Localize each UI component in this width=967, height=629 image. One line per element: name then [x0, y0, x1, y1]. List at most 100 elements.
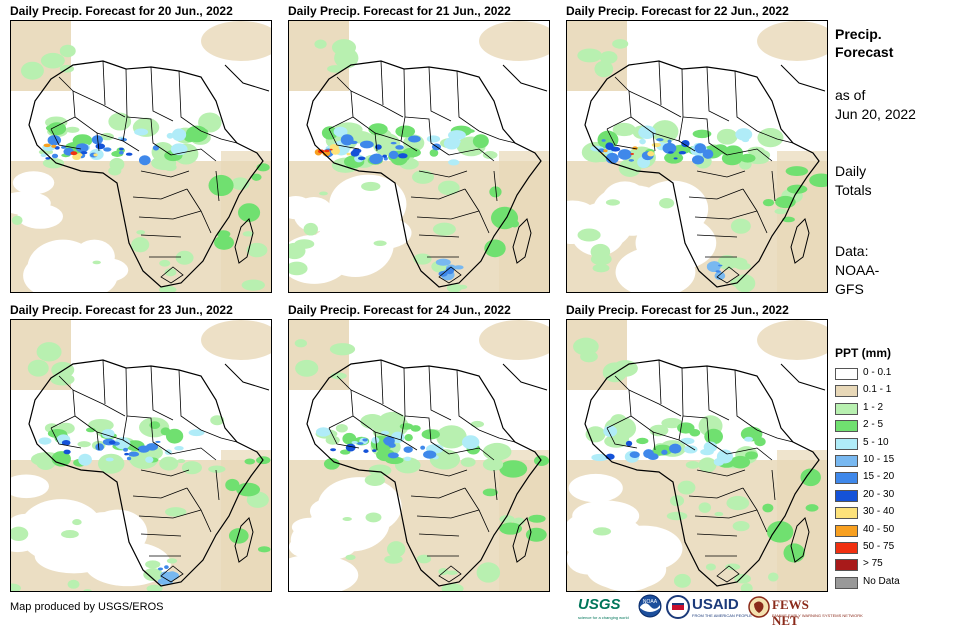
totals-line1: Daily [835, 163, 867, 179]
itcz-very-heavy-rain [95, 143, 106, 150]
itcz-very-heavy-rain [610, 146, 621, 152]
legend-label: 15 - 20 [863, 471, 895, 483]
totals-note: Daily Totals [835, 162, 955, 200]
precip-field [567, 320, 827, 591]
usgs-logo: USGS science for a changing world [578, 594, 634, 620]
as-of-date: as of Jun 20, 2022 [835, 86, 955, 124]
arabia-coastline [502, 64, 548, 92]
light-rain-patch [612, 360, 638, 377]
data-source: Data: NOAA- GFS [835, 242, 955, 299]
country-border [682, 415, 728, 455]
itcz-rain [160, 427, 171, 436]
country-border [756, 130, 794, 144]
light-rain-patch [294, 339, 308, 348]
itcz-heavy-rain [702, 149, 714, 159]
light-rain-patch [580, 351, 598, 363]
africa-coastline [28, 359, 264, 587]
itcz-light-rain [470, 420, 485, 428]
country-border [328, 76, 354, 130]
itcz-heavy-rain [75, 143, 89, 153]
itcz-very-heavy-rain [330, 448, 337, 452]
country-borders [606, 359, 794, 583]
rain-patch [785, 166, 809, 177]
rain-patch [786, 184, 808, 194]
itcz-heavy-rain [617, 149, 632, 160]
itcz-very-heavy-rain [681, 139, 690, 148]
country-border [688, 188, 744, 200]
itcz-heavy-rain [383, 156, 388, 161]
legend-swatch [835, 507, 858, 520]
legend-label: 40 - 50 [863, 523, 895, 535]
rain-patch [783, 543, 805, 563]
dry-patch [289, 536, 325, 558]
madagascar-outline [790, 218, 810, 264]
madagascar-outline [234, 218, 254, 264]
country-border [215, 170, 220, 202]
legend-swatch [835, 524, 858, 537]
country-border [170, 447, 217, 461]
light-rain-patch [577, 228, 601, 242]
itcz-moderate-rain [426, 135, 441, 143]
itcz-heavy-rain [145, 443, 159, 451]
itcz-moderate-rain [603, 425, 618, 437]
itcz-light-rain [716, 128, 738, 145]
light-rain-patch [345, 554, 356, 561]
itcz-light-rain [181, 461, 202, 475]
light-rain-patch [594, 60, 614, 78]
itcz-light-rain [661, 417, 683, 429]
itcz-very-heavy-rain [382, 154, 387, 158]
dry-patch [11, 474, 49, 499]
country-border [350, 389, 404, 417]
itcz-light-rain [482, 442, 512, 461]
madagascar-outline [234, 517, 254, 563]
itcz-moderate-rain [683, 445, 698, 454]
country-border [150, 66, 174, 122]
southern-rain [740, 583, 753, 591]
light-rain-patch [774, 208, 787, 215]
rain-patch [762, 503, 774, 513]
country-border [50, 375, 76, 429]
legend-swatch [835, 420, 858, 433]
country-border [658, 60, 662, 106]
madagascar-outline [790, 517, 810, 563]
country-border [138, 509, 202, 519]
southern-rain [164, 268, 177, 277]
light-rain-patch [673, 573, 691, 588]
itcz-rain [395, 125, 416, 138]
country-border [328, 375, 354, 429]
rain-patch [208, 174, 234, 197]
rain-patch [528, 514, 546, 523]
southern-heavy-rain [164, 565, 169, 570]
country-border [628, 389, 682, 417]
light-rain-patch [365, 512, 382, 523]
light-rain-patch [289, 261, 308, 276]
light-rain-patch [590, 252, 612, 266]
southern-rain [730, 277, 749, 288]
country-border [688, 487, 744, 499]
light-rain-patch [20, 61, 44, 80]
light-rain-patch [476, 562, 501, 583]
light-rain-patch [387, 541, 406, 558]
country-border [464, 487, 490, 533]
country-border [416, 210, 480, 220]
forecast-panel-3: Daily Precip. Forecast for 22 Jun., 2022 [566, 3, 828, 293]
country-border [132, 188, 188, 200]
light-rain-patch [677, 480, 696, 495]
light-rain-patch [592, 263, 610, 273]
extreme-rain [651, 142, 661, 148]
map-credit: Map produced by USGS/EROS [10, 601, 164, 613]
country-border [418, 170, 468, 178]
country-border [72, 90, 126, 118]
itcz-heavy-rain [47, 135, 62, 146]
panel-title: Daily Precip. Forecast for 25 Jun., 2022 [566, 303, 789, 317]
madagascar-outline [512, 218, 532, 264]
southern-heavy-rain [706, 261, 721, 273]
legend-label: 10 - 15 [863, 453, 895, 465]
itcz-rain [404, 433, 413, 442]
dry-patch [568, 473, 623, 503]
itcz-heavy-rain [395, 145, 404, 150]
totals-line2: Totals [835, 182, 872, 198]
itcz-light-rain [482, 151, 498, 160]
country-border [448, 447, 495, 461]
light-rain-patch [36, 342, 62, 362]
